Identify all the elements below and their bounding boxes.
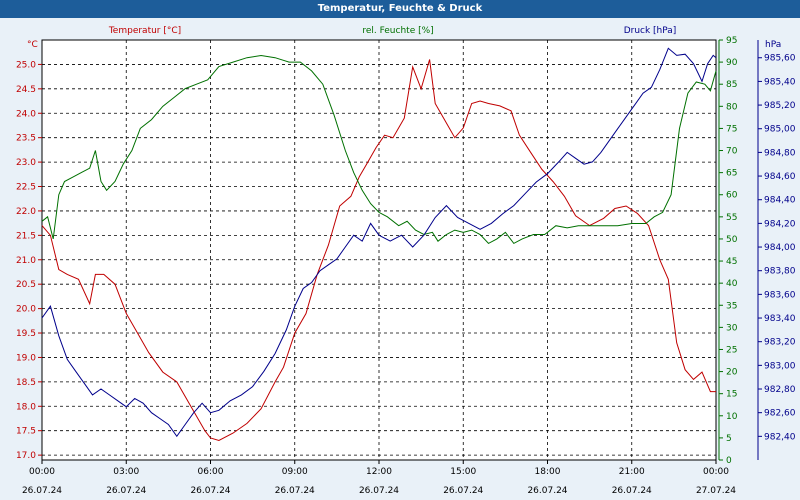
tick-label-humidity: 35 bbox=[726, 301, 737, 311]
tick-label-temperature: 24.5 bbox=[16, 85, 36, 95]
tick-label-temperature: 20.5 bbox=[16, 280, 36, 290]
tick-label-time: 09:00 bbox=[282, 467, 308, 477]
tick-label-temperature: 25.0 bbox=[16, 60, 36, 70]
tick-label-date: 26.07.24 bbox=[359, 486, 399, 496]
tick-label-humidity: 80 bbox=[726, 102, 738, 112]
tick-label-pressure: 984,80 bbox=[764, 148, 796, 158]
tick-label-temperature: 23.5 bbox=[16, 134, 36, 144]
tick-label-humidity: 50 bbox=[726, 235, 738, 245]
tick-label-temperature: 24.0 bbox=[16, 109, 36, 119]
tick-label-time: 18:00 bbox=[535, 467, 561, 477]
legend-pressure: Druck [hPa] bbox=[624, 26, 677, 36]
tick-label-time: 06:00 bbox=[198, 467, 224, 477]
tick-label-temperature: 19.0 bbox=[16, 353, 36, 363]
tick-label-date: 26.07.24 bbox=[22, 486, 62, 496]
tick-label-temperature: 23.0 bbox=[16, 158, 36, 168]
legend-temperature: Temperatur [°C] bbox=[108, 26, 181, 36]
tick-label-humidity: 75 bbox=[726, 124, 737, 134]
tick-label-pressure: 983,00 bbox=[764, 361, 796, 371]
pressure-line bbox=[41, 47, 717, 438]
series-lines bbox=[41, 47, 717, 442]
tick-label-temperature: 21.0 bbox=[16, 256, 36, 266]
tick-label-date: 26.07.24 bbox=[106, 486, 146, 496]
tick-label-humidity: 55 bbox=[726, 213, 737, 223]
tick-label-time: 03:00 bbox=[113, 467, 139, 477]
tick-label-pressure: 983,80 bbox=[764, 267, 796, 277]
tick-label-temperature: 18.0 bbox=[16, 402, 36, 412]
humidity-axis: 0 5 10 15 20 25 30 35 40 45 50 55 60 65 70 75 80 85 90 95 bbox=[718, 36, 738, 466]
legend-humidity: rel. Feuchte [%] bbox=[362, 26, 433, 36]
temperature-line bbox=[41, 59, 716, 442]
tick-label-pressure: 984,20 bbox=[764, 219, 796, 229]
tick-label-time: 21:00 bbox=[619, 467, 645, 477]
tick-label-pressure: 982,80 bbox=[764, 385, 796, 395]
tick-label-date: 26.07.24 bbox=[190, 486, 230, 496]
tick-label-humidity: 0 bbox=[726, 456, 732, 466]
tick-label-pressure: 985,00 bbox=[764, 125, 796, 135]
tick-label-humidity: 40 bbox=[726, 279, 738, 289]
temperature-unit: °C bbox=[27, 40, 38, 50]
tick-label-humidity: 30 bbox=[726, 323, 738, 333]
tick-label-pressure: 985,20 bbox=[764, 101, 796, 111]
tick-label-pressure: 984,40 bbox=[764, 196, 796, 206]
tick-label-pressure: 984,60 bbox=[764, 172, 796, 182]
tick-label-date: 26.07.24 bbox=[443, 486, 483, 496]
tick-label-temperature: 17.5 bbox=[16, 427, 36, 437]
tick-label-time: 00:00 bbox=[29, 467, 55, 477]
tick-label-humidity: 70 bbox=[726, 147, 738, 157]
tick-label-humidity: 85 bbox=[726, 80, 737, 90]
tick-label-humidity: 25 bbox=[726, 345, 737, 355]
tick-label-date: 27.07.24 bbox=[696, 486, 736, 496]
tick-label-humidity: 15 bbox=[726, 390, 737, 400]
tick-label-humidity: 45 bbox=[726, 257, 737, 267]
tick-label-temperature: 22.5 bbox=[16, 183, 36, 193]
time-axis: 00:00 26.07.24 03:00 26.07.24 06:00 26.07.24 0… bbox=[22, 460, 736, 496]
tick-label-humidity: 10 bbox=[726, 412, 738, 422]
tick-label-date: 26.07.24 bbox=[612, 486, 652, 496]
tick-label-time: 15:00 bbox=[450, 467, 476, 477]
chart: 17.0 17.5 18.0 18.5 19.0 19.5 20.0 20.5 21.0 21.5… bbox=[0, 18, 800, 500]
tick-label-humidity: 90 bbox=[726, 58, 738, 68]
tick-label-temperature: 21.5 bbox=[16, 231, 36, 241]
tick-label-temperature: 19.5 bbox=[16, 329, 36, 339]
pressure-axis: 982,40 982,60 982,80 983,00 983,20 983,40 983,… bbox=[757, 40, 796, 460]
tick-label-humidity: 5 bbox=[726, 434, 732, 444]
tick-label-date: 26.07.24 bbox=[527, 486, 567, 496]
tick-label-temperature: 18.5 bbox=[16, 378, 36, 388]
tick-label-pressure: 982,40 bbox=[764, 432, 796, 442]
humidity-line bbox=[41, 54, 717, 245]
tick-label-pressure: 985,60 bbox=[764, 54, 796, 64]
tick-label-time: 00:00 bbox=[703, 467, 729, 477]
temperature-axis: 17.0 17.5 18.0 18.5 19.0 19.5 20.0 20.5 21.0 21.5… bbox=[16, 60, 42, 461]
tick-label-pressure: 982,60 bbox=[764, 409, 796, 419]
window-title: Temperatur, Feuchte & Druck bbox=[0, 0, 800, 18]
grid bbox=[41, 39, 717, 461]
tick-label-temperature: 22.0 bbox=[16, 207, 36, 217]
tick-label-date: 26.07.24 bbox=[275, 486, 315, 496]
tick-label-temperature: 17.0 bbox=[16, 451, 36, 461]
tick-label-pressure: 983,60 bbox=[764, 290, 796, 300]
pressure-unit: hPa bbox=[765, 40, 781, 50]
tick-label-temperature: 20.0 bbox=[16, 305, 36, 315]
tick-label-pressure: 985,40 bbox=[764, 77, 796, 87]
tick-label-pressure: 984,00 bbox=[764, 243, 796, 253]
tick-label-humidity: 60 bbox=[726, 191, 738, 201]
tick-label-pressure: 983,40 bbox=[764, 314, 796, 324]
tick-label-humidity: 95 bbox=[726, 36, 737, 46]
tick-label-humidity: 20 bbox=[726, 368, 738, 378]
tick-label-time: 12:00 bbox=[366, 467, 392, 477]
tick-label-humidity: 65 bbox=[726, 169, 737, 179]
tick-label-pressure: 983,20 bbox=[764, 338, 796, 348]
